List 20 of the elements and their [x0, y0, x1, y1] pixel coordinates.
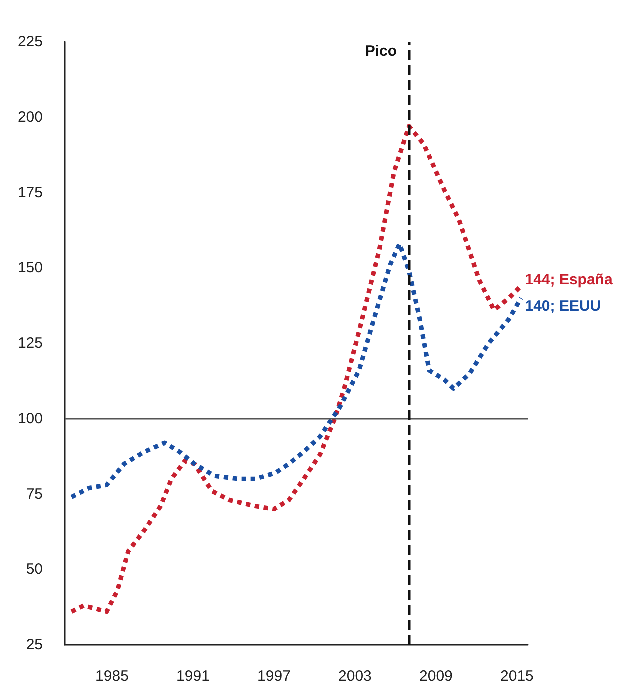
y-tick-label: 225 — [18, 34, 43, 50]
y-tick-label: 25 — [26, 636, 43, 654]
x-tick-label: 1985 — [96, 668, 129, 685]
x-tick-label: 2009 — [420, 668, 453, 685]
line-series — [70, 242, 524, 500]
x-tick-label: 1997 — [258, 668, 291, 685]
x-tick-label: 2003 — [338, 668, 372, 685]
annotation: 144; España — [525, 272, 614, 289]
y-tick-label: 75 — [26, 486, 43, 503]
y-tick-label: 175 — [18, 184, 43, 202]
y-tick-label: 150 — [18, 260, 43, 277]
y-tick-label: 125 — [18, 335, 43, 352]
y-tick-label: 100 — [18, 410, 43, 428]
annotation: 140; EEUU — [525, 298, 602, 315]
x-tick-label: 2015 — [500, 668, 534, 685]
ref-line-label: Pico — [365, 43, 398, 60]
y-tick-label: 50 — [26, 561, 43, 578]
y-tick-label: 200 — [18, 108, 43, 126]
line-series — [70, 124, 524, 614]
x-tick-label: 1991 — [176, 668, 210, 685]
